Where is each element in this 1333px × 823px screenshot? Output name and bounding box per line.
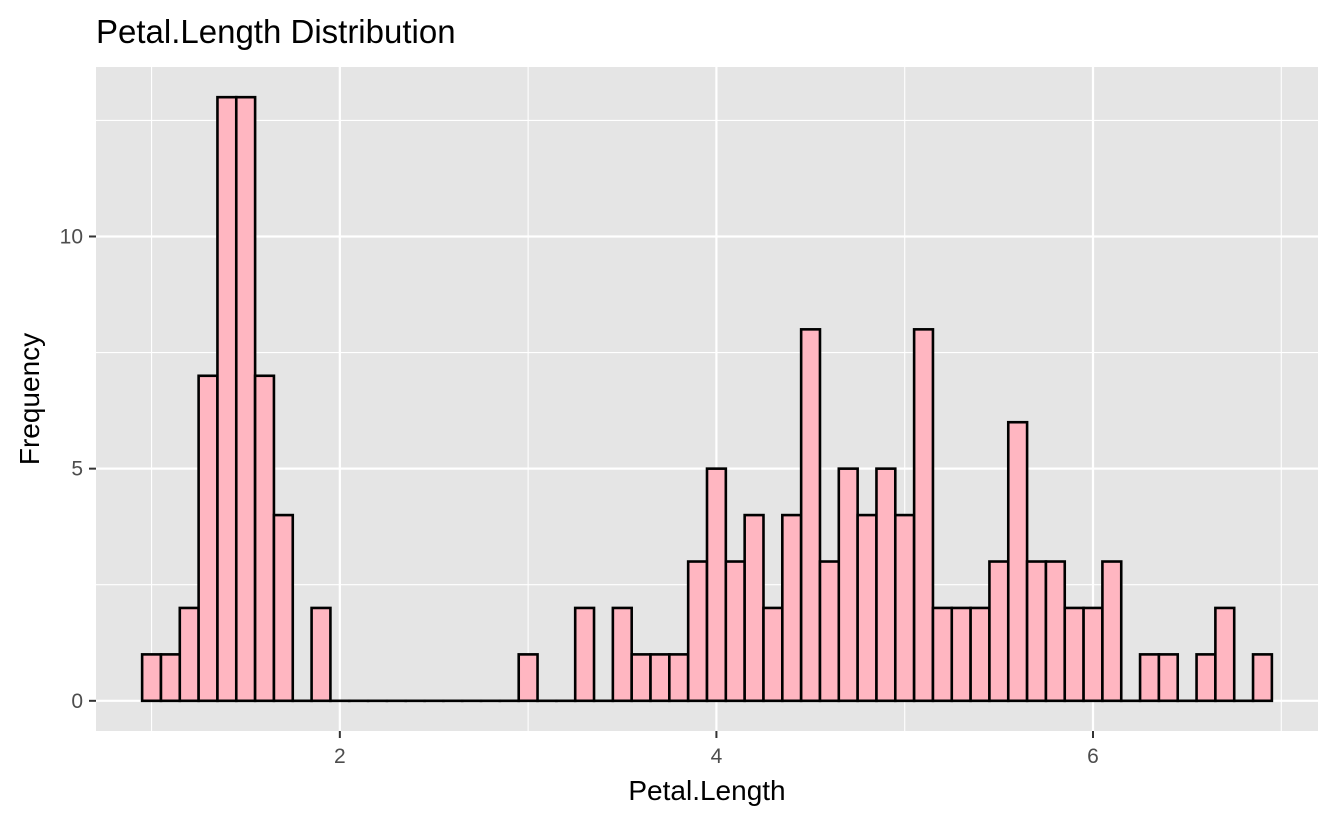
histogram-bar	[197, 374, 219, 703]
histogram-bars	[140, 95, 1274, 703]
histogram-bar	[837, 467, 859, 703]
x-axis-title: Petal.Length	[628, 775, 785, 806]
histogram-bar	[272, 513, 295, 703]
x-tick-label: 2	[334, 745, 346, 768]
histogram-bar	[1195, 653, 1217, 703]
histogram-bar	[762, 606, 784, 703]
x-axis: 2 4 6	[334, 731, 1099, 768]
histogram-bar	[517, 653, 539, 703]
histogram-bar	[931, 606, 954, 703]
histogram-bar	[668, 653, 690, 703]
histogram-bar	[743, 513, 765, 703]
histogram-bar	[649, 653, 671, 703]
histogram-bar	[630, 653, 652, 703]
y-tick-label: 0	[71, 690, 83, 713]
histogram-bar	[310, 606, 332, 703]
histogram-bar	[856, 513, 878, 703]
histogram-bar	[1157, 653, 1180, 703]
y-axis-title: Frequency	[14, 333, 45, 465]
y-tick-label: 10	[60, 225, 83, 248]
histogram-bar	[724, 560, 746, 703]
histogram-bar	[893, 513, 916, 703]
histogram-bar	[912, 328, 935, 703]
histogram-bar	[818, 560, 841, 703]
histogram-bar	[988, 560, 1010, 703]
histogram-bar	[705, 467, 728, 703]
histogram-bar	[140, 653, 163, 703]
histogram-bar	[178, 606, 200, 703]
histogram-bar	[875, 467, 897, 703]
histogram-bar	[253, 374, 276, 703]
histogram-bar	[781, 513, 803, 703]
histogram-bar	[234, 95, 257, 703]
histogram-bar	[1006, 420, 1029, 703]
histogram-bar	[216, 95, 238, 703]
histogram-bar	[1138, 653, 1161, 703]
histogram-bar	[159, 653, 182, 703]
histogram-bar	[1101, 560, 1123, 703]
histogram-bar	[573, 606, 596, 703]
y-axis: 0 5 10	[60, 225, 96, 713]
y-tick-label: 5	[71, 458, 83, 481]
chart-title: Petal.Length Distribution	[96, 13, 456, 50]
histogram-bar	[950, 606, 972, 703]
histogram-bar	[799, 328, 822, 703]
histogram-bar	[1044, 560, 1067, 703]
histogram-bar	[686, 560, 709, 703]
histogram-bar	[1063, 606, 1085, 703]
histogram-bar	[1251, 653, 1274, 703]
minor-gridlines	[96, 67, 1318, 731]
x-tick-label: 4	[711, 745, 723, 768]
x-tick-label: 6	[1087, 745, 1099, 768]
histogram-bar	[1082, 606, 1104, 703]
histogram-bar	[611, 606, 633, 703]
histogram-bar	[1025, 560, 1048, 703]
histogram-bar	[1214, 606, 1236, 703]
histogram-bar	[969, 606, 991, 703]
